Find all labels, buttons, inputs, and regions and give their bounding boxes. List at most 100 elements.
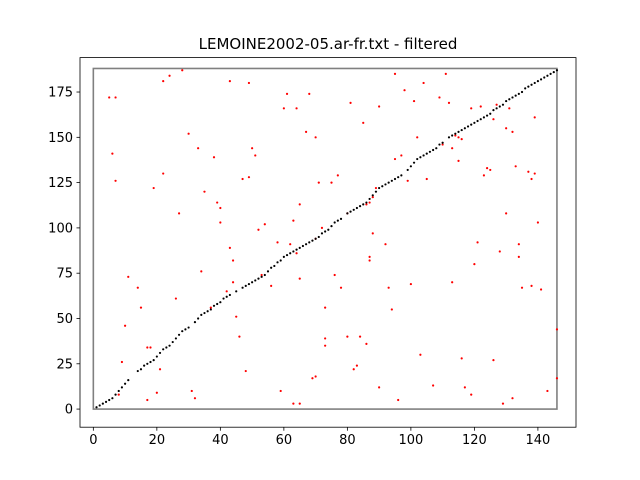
diagonal-point-26 — [184, 328, 187, 331]
diagonal-point-123 — [511, 96, 514, 99]
diagonal-point-22 — [171, 340, 174, 344]
diagonal-point-33 — [209, 308, 212, 311]
diagonal-point-132 — [539, 78, 543, 81]
diagonal-point-135 — [549, 72, 552, 76]
diagonal-point-68 — [327, 228, 330, 231]
outlier-point-80 — [368, 255, 371, 258]
outlier-point-23 — [190, 389, 193, 393]
outlier-point-33 — [225, 290, 228, 293]
outlier-point-90 — [400, 154, 403, 157]
outlier-point-98 — [425, 177, 428, 181]
outlier-point-79 — [368, 259, 371, 262]
outlier-point-53 — [285, 92, 289, 95]
diagonal-point-36 — [219, 301, 222, 304]
diagonal-point-49 — [266, 270, 270, 273]
diagonal-point-15 — [149, 360, 152, 364]
diagonal-point-126 — [520, 90, 524, 94]
diagonal-point-20 — [165, 346, 168, 349]
chart-title: LEMOINE2002-05.ar-fr.txt - filtered — [199, 35, 458, 53]
outlier-point-134 — [555, 377, 559, 380]
outlier-point-69 — [333, 273, 336, 277]
diagonal-point-122 — [508, 98, 511, 101]
outlier-point-73 — [349, 101, 352, 104]
outlier-point-135 — [451, 147, 454, 150]
outlier-point-30 — [216, 201, 219, 204]
diagonal-point-70 — [333, 221, 336, 224]
x-tick-label: 80 — [339, 433, 356, 448]
diagonal-point-29 — [197, 317, 200, 320]
outlier-point-59 — [298, 203, 301, 206]
diagonal-point-114 — [482, 116, 486, 119]
diagonal-point-25 — [181, 330, 184, 333]
x-tick-label: 120 — [462, 433, 487, 448]
outlier-point-104 — [457, 159, 460, 162]
diagonal-point-101 — [438, 143, 441, 146]
diagonal-point-83 — [378, 186, 381, 190]
diagonal-point-116 — [489, 112, 492, 115]
outlier-point-112 — [485, 167, 489, 170]
outlier-point-58 — [298, 277, 301, 280]
diagonal-point-47 — [260, 275, 263, 278]
outlier-point-16 — [162, 80, 165, 83]
diagonal-point-133 — [543, 76, 546, 79]
outlier-point-75 — [355, 364, 358, 367]
diagonal-point-98 — [428, 150, 432, 153]
outlier-point-88 — [393, 157, 397, 161]
diagonal-point-18 — [158, 351, 162, 355]
diagonal-point-3 — [104, 400, 108, 403]
y-tick-label: 50 — [56, 312, 73, 327]
x-tick-label: 100 — [398, 433, 423, 448]
outlier-point-47 — [260, 273, 263, 277]
outlier-point-34 — [228, 80, 231, 83]
outlier-point-22 — [187, 132, 190, 135]
outlier-point-18 — [168, 74, 171, 77]
diagonal-point-64 — [314, 237, 317, 240]
y-tick-label: 100 — [48, 221, 73, 236]
outlier-point-37 — [231, 281, 235, 284]
outlier-point-3 — [114, 179, 117, 182]
outlier-point-4 — [117, 393, 120, 396]
diagonal-point-50 — [270, 266, 273, 269]
outlier-point-27 — [203, 190, 206, 193]
outlier-point-72 — [346, 335, 349, 338]
y-axis: 0 25 50 75 100 125 150 175 — [48, 86, 80, 418]
diagonal-point-7 — [117, 389, 120, 393]
outlier-point-31 — [219, 206, 222, 210]
diagonal-point-27 — [187, 326, 190, 329]
outlier-point-91 — [403, 89, 406, 92]
outlier-point-35 — [228, 246, 231, 249]
outlier-point-102 — [447, 101, 451, 104]
diagonal-point-81 — [371, 194, 374, 197]
outlier-point-144 — [324, 337, 327, 340]
diagonal-point-79 — [365, 201, 368, 204]
outlier-point-114 — [492, 359, 495, 362]
outlier-point-145 — [324, 344, 327, 347]
outlier-point-117 — [501, 402, 505, 405]
outlier-point-116 — [498, 250, 501, 253]
diagonal-point-59 — [298, 246, 301, 249]
diagonal-point-87 — [390, 179, 393, 182]
outlier-point-137 — [505, 127, 508, 130]
x-tick-label: 40 — [212, 433, 229, 448]
outlier-point-50 — [276, 241, 279, 244]
diagonal-point-34 — [212, 304, 216, 307]
diagonal-point-4 — [108, 398, 111, 402]
diagonal-point-130 — [533, 81, 536, 85]
diagonal-point-97 — [425, 152, 428, 155]
outlier-point-120 — [511, 397, 514, 400]
diagonal-point-88 — [393, 177, 397, 181]
outlier-point-36 — [231, 259, 235, 262]
outlier-point-74 — [352, 368, 355, 371]
outlier-point-5 — [120, 360, 124, 364]
x-tick-label: 20 — [149, 433, 166, 448]
diagonal-point-111 — [473, 121, 476, 124]
outlier-point-71 — [339, 286, 343, 289]
diagonal-point-57 — [292, 250, 295, 253]
diagonal-point-104 — [451, 134, 454, 137]
diagonal-point-23 — [174, 337, 177, 340]
outlier-point-40 — [241, 177, 244, 181]
diagonal-point-66 — [320, 232, 324, 235]
outlier-point-65 — [317, 181, 320, 184]
diagonal-point-105 — [454, 132, 457, 135]
